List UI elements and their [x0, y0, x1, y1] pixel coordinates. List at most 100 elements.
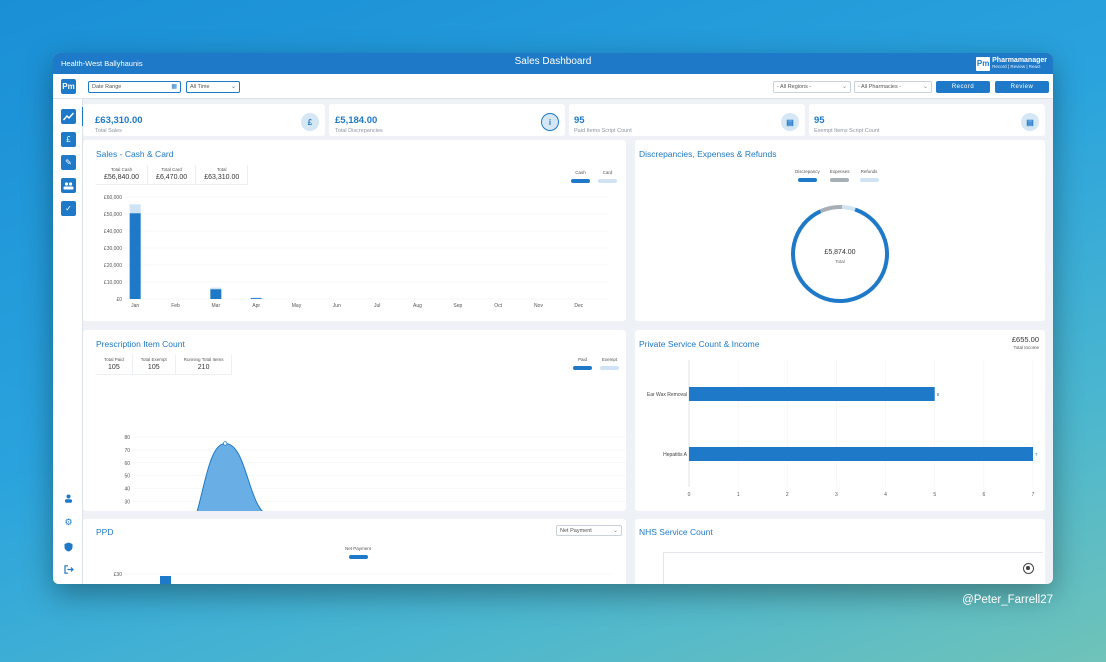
user-icon[interactable] — [62, 492, 75, 505]
users-icon[interactable] — [61, 178, 76, 193]
prescription-title: Prescription Item Count — [96, 339, 185, 349]
ppd-title: PPD — [96, 527, 114, 537]
pound-icon: £ — [301, 113, 319, 131]
legend-exempt[interactable]: Exempt — [600, 357, 619, 370]
shield-icon[interactable] — [62, 540, 75, 553]
x-tick-label: 2 — [786, 492, 789, 498]
time-filter-select[interactable]: All Time ⌄ — [186, 81, 240, 93]
data-point — [222, 441, 228, 446]
region-select[interactable]: - All Regions - ⌄ — [773, 81, 851, 93]
bar-cash — [250, 298, 262, 299]
stat-total-cash: Total Cash £56,840.00 — [96, 165, 149, 184]
donut-slice-expenses — [820, 205, 844, 213]
title-bar: Health-West Ballyhaunis Sales Dashboard … — [53, 53, 1053, 74]
pound-icon[interactable]: £ — [61, 132, 76, 147]
x-tick-label: Jan — [131, 303, 139, 309]
x-tick-label: Dec — [574, 303, 583, 309]
date-range-input[interactable]: Date Range ▦ — [88, 81, 181, 93]
pharmacy-select[interactable]: - All Pharmacies - ⌄ — [854, 81, 932, 93]
kpi-label: Paid Items Script Count — [574, 128, 632, 134]
nhs-card: NHS Service Count — [635, 519, 1045, 584]
nhs-title: NHS Service Count — [639, 527, 713, 537]
bar-net-payment — [160, 576, 171, 584]
category-label: Ear Wax Removal — [647, 392, 687, 398]
bar-hepatitis-a — [689, 447, 1033, 461]
trend-icon[interactable] — [61, 107, 84, 126]
app-window: Health-West Ballyhaunis Sales Dashboard … — [53, 53, 1053, 584]
legend-paid[interactable]: Paid — [573, 357, 592, 370]
nhs-chart-area — [663, 552, 1043, 584]
check-icon[interactable]: ✓ — [61, 201, 76, 216]
x-tick-label: Mar — [212, 303, 221, 309]
pm-logo-icon[interactable]: Pm — [61, 79, 76, 94]
ppd-legend: Net Payment — [345, 546, 371, 559]
prescription-chart: 01020304050607080JanFebMarAprMayJunJulAu… — [124, 435, 626, 511]
review-button[interactable]: Review — [995, 81, 1049, 93]
pen-icon[interactable]: ✎ — [61, 155, 76, 170]
stat-running-total: Running Total Items 210 — [176, 355, 233, 374]
y-tick-label: £20,000 — [104, 263, 122, 269]
time-filter-value: All Time — [190, 84, 210, 90]
legend-discrepancy[interactable]: Discrepancy — [795, 169, 820, 182]
x-tick-label: Nov — [534, 303, 543, 309]
chevron-down-icon: ⌄ — [841, 84, 847, 90]
ppd-card: PPD Net Payment ⌄ Net Payment £30 — [83, 519, 626, 584]
target-icon[interactable] — [1023, 563, 1034, 574]
legend-refunds[interactable]: Refunds — [859, 169, 879, 182]
prescription-stats: Total Paid 105 Total Exempt 105 Running To… — [96, 355, 233, 375]
kpi-value: £63,310.00 — [95, 115, 143, 126]
document-icon: ▤ — [1021, 113, 1039, 131]
stat-total: Total £63,310.00 — [196, 165, 249, 184]
pharmacy-value: - All Pharmacies - — [858, 84, 902, 90]
org-name: Health-West Ballyhaunis — [61, 59, 143, 68]
legend-expenses[interactable]: Expenses — [830, 169, 850, 182]
legend-cash[interactable]: Cash — [571, 170, 590, 183]
gear-icon[interactable]: ⚙ — [64, 517, 73, 527]
prescription-card: Prescription Item Count Total Paid 105 To… — [83, 330, 626, 511]
kpi-label: Total Sales — [95, 128, 122, 134]
bar-ear-wax-removal — [689, 387, 935, 401]
discrepancies-title: Discrepancies, Expenses & Refunds — [639, 149, 777, 159]
stat-total-exempt: Total Exempt 105 — [133, 355, 176, 374]
legend-net-payment[interactable]: Net Payment — [345, 546, 371, 559]
document-icon: ▤ — [781, 113, 799, 131]
x-tick-label: Feb — [171, 303, 180, 309]
y-tick-label: £50,000 — [104, 212, 122, 218]
private-total-value: £655.00 — [1011, 335, 1039, 344]
bar-card — [250, 297, 262, 299]
y-tick-label: 40 — [124, 487, 130, 493]
ppd-metric-value: Net Payment — [560, 528, 592, 534]
y-tick-label: 80 — [124, 435, 130, 441]
bar-cash — [210, 289, 222, 299]
watermark: @Peter_Farrell27 — [962, 594, 1053, 606]
y-tick-label: 70 — [124, 448, 130, 454]
data-label: 7 — [1035, 452, 1038, 457]
kpi-exempt-items: 95 Exempt Items Script Count ▤ — [809, 104, 1045, 136]
data-label: 5 — [937, 392, 940, 397]
category-label: Hepatitis A — [663, 452, 688, 458]
y-tick-label: 60 — [124, 461, 130, 467]
legend-card[interactable]: Card — [598, 170, 617, 183]
donut-slice-discrepancy — [791, 207, 889, 303]
x-tick-label: 0 — [688, 492, 691, 498]
sales-title: Sales - Cash & Card — [96, 149, 174, 159]
y-tick-label: 50 — [124, 474, 130, 480]
y-tick-label: 30 — [124, 499, 130, 505]
bar-card — [129, 204, 141, 214]
brand: Pm Pharmamanager Record | Review | React — [976, 55, 1047, 72]
ppd-metric-select[interactable]: Net Payment ⌄ — [556, 525, 622, 536]
x-tick-label: 7 — [1032, 492, 1035, 498]
kpi-value: 95 — [814, 115, 825, 126]
x-tick-label: 3 — [835, 492, 838, 498]
bar-cash — [129, 213, 141, 299]
logout-icon[interactable] — [62, 563, 75, 576]
x-tick-label: Jul — [374, 303, 380, 309]
sales-stats: Total Cash £56,840.00 Total Card £6,470.00… — [96, 165, 249, 185]
kpi-value: £5,184.00 — [335, 115, 378, 126]
date-range-placeholder: Date Range — [92, 84, 122, 90]
y-tick-label: £0 — [116, 297, 122, 303]
kpi-label: Total Discrepancies — [335, 128, 383, 134]
x-tick-label: Jun — [333, 303, 341, 309]
discrepancies-legend: Discrepancy Expenses Refunds — [795, 169, 879, 182]
record-button[interactable]: Record — [936, 81, 990, 93]
